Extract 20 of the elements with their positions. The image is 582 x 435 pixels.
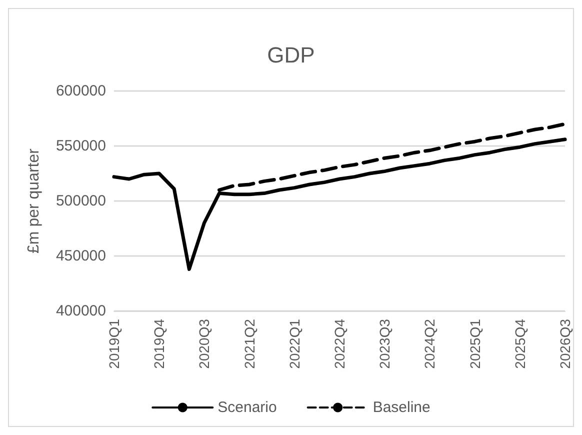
x-tick-label: 2020Q3 — [196, 318, 212, 369]
y-tick-label: 600000 — [56, 82, 106, 100]
x-tick-label: 2025Q1 — [466, 318, 483, 369]
y-tick-label: 450000 — [56, 248, 106, 264]
x-tick-label: 2021Q2 — [241, 318, 258, 369]
y-tick-label: 500000 — [56, 192, 106, 210]
x-tick-label: 2024Q2 — [422, 318, 438, 369]
x-tick-label: 2019Q1 — [106, 318, 122, 369]
x-tick-label: 2023Q3 — [376, 318, 393, 369]
x-tick-label: 2022Q1 — [286, 318, 302, 369]
legend-label: Scenario — [218, 399, 277, 416]
x-tick-label: 2026Q3 — [557, 318, 573, 369]
x-tick-label: 2022Q4 — [332, 318, 348, 369]
chart-title: GDP — [267, 42, 315, 68]
y-tick-label: 550000 — [56, 138, 106, 154]
x-tick-label: 2025Q4 — [512, 318, 528, 369]
y-tick-label: 400000 — [56, 302, 106, 320]
legend-label: Baseline — [372, 399, 430, 416]
y-axis-title: £m per quarter — [26, 148, 42, 254]
x-tick-label: 2019Q4 — [151, 318, 168, 369]
